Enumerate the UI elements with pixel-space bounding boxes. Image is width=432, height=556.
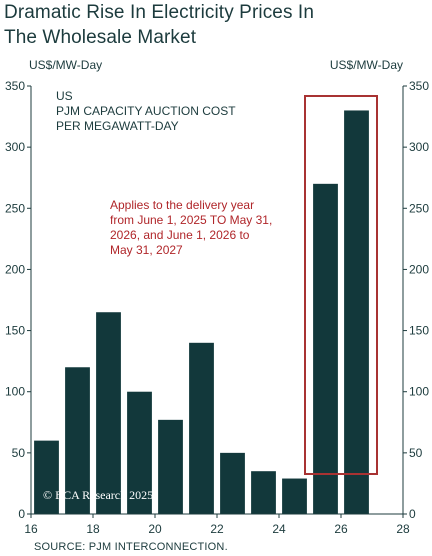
y-tick-label-right: 300	[409, 140, 429, 154]
highlight-box	[304, 95, 378, 475]
bar	[158, 419, 183, 514]
source-note: SOURCE: PJM INTERCONNECTION.	[34, 541, 228, 553]
bar	[34, 440, 59, 514]
bar	[127, 391, 152, 514]
y-tick-label-left: 150	[5, 324, 25, 338]
y-tick-label-left: 0	[18, 507, 25, 521]
x-tick-label: 22	[210, 522, 224, 536]
chart-title-line1: Dramatic Rise In Electricity Prices In	[4, 2, 314, 23]
x-tick-label: 18	[86, 522, 100, 536]
bar	[65, 367, 90, 514]
chart-title: Dramatic Rise In Electricity Prices In T…	[4, 0, 428, 50]
inset-title-line: PJM CAPACITY AUCTION COST	[56, 104, 236, 118]
bar	[189, 342, 214, 514]
chart-title-line2: The Wholesale Market	[4, 27, 197, 48]
y-unit-left: US$/MW-Day	[29, 58, 102, 72]
watermark: © BCA Research 2025	[43, 488, 153, 502]
y-tick-label-right: 0	[409, 507, 416, 521]
bar	[251, 471, 276, 514]
y-tick-label-left: 250	[5, 201, 25, 215]
y-tick-label-left: 200	[5, 262, 25, 276]
y-tick-label-left: 100	[5, 385, 25, 399]
inset-title-line: PER MEGAWATT-DAY	[56, 119, 179, 133]
x-tick-label: 16	[24, 522, 38, 536]
x-tick-label: 26	[334, 522, 348, 536]
x-tick-label: 28	[396, 522, 410, 536]
bar	[220, 452, 245, 514]
y-tick-label-left: 350	[5, 79, 25, 93]
bar	[344, 110, 369, 514]
x-tick-label: 24	[272, 522, 286, 536]
bar	[313, 183, 338, 515]
annotation-line: May 31, 2027	[110, 243, 183, 257]
y-tick-label-left: 50	[12, 446, 26, 460]
x-tick-label: 20	[148, 522, 162, 536]
y-tick-label-right: 150	[409, 324, 429, 338]
y-tick-label-right: 200	[409, 262, 429, 276]
y-tick-label-right: 100	[409, 385, 429, 399]
y-tick-label-right: 250	[409, 201, 429, 215]
annotation-line: Applies to the delivery year	[110, 198, 254, 212]
inset-title-line: US	[56, 89, 73, 103]
annotation-line: 2026, and June 1, 2026 to	[110, 228, 250, 242]
bar	[96, 312, 121, 514]
y-unit-right: US$/MW-Day	[330, 58, 403, 72]
y-tick-label-right: 350	[409, 79, 429, 93]
y-tick-label-left: 300	[5, 140, 25, 154]
bar	[282, 478, 307, 514]
y-tick-label-right: 50	[409, 446, 423, 460]
annotation-line: from June 1, 2025 TO May 31,	[110, 213, 272, 227]
